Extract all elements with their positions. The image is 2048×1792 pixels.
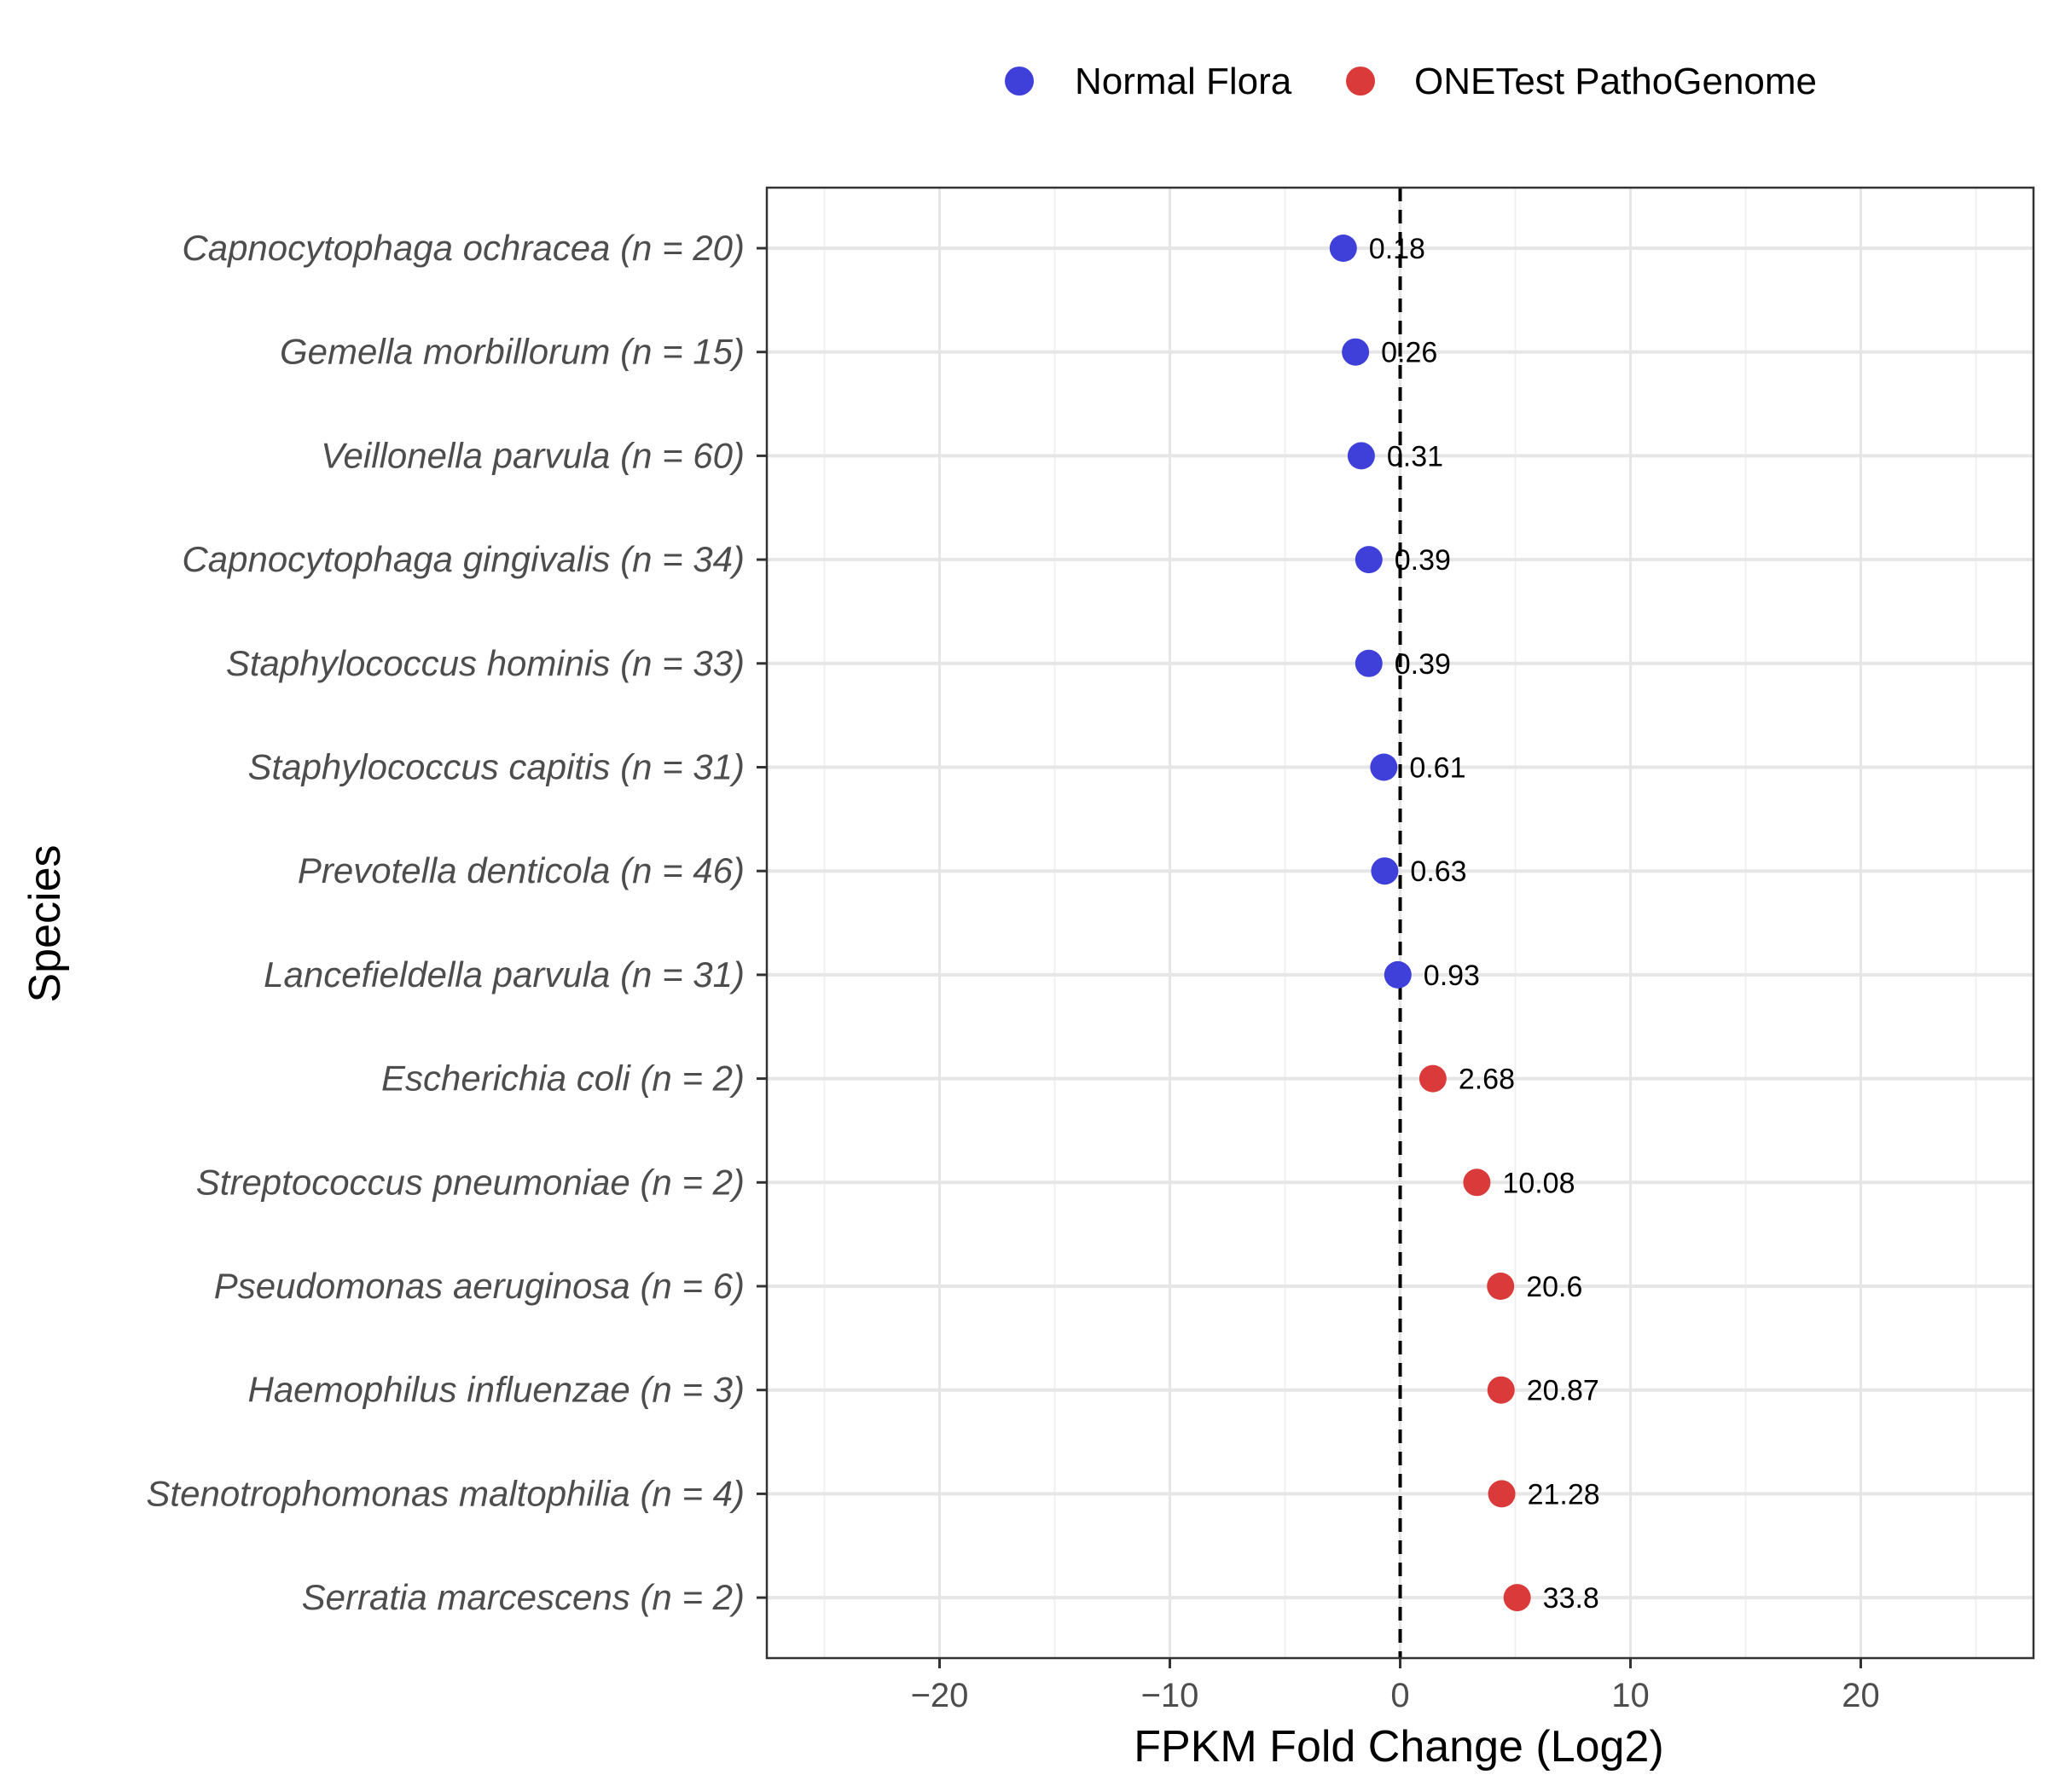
y-tick-label: Gemella morbillorum (n = 15) xyxy=(280,332,745,372)
y-tick-label: Serratia marcescens (n = 2) xyxy=(302,1577,745,1617)
data-point xyxy=(1355,546,1383,574)
data-point xyxy=(1347,442,1375,470)
data-label: 0.63 xyxy=(1410,855,1466,888)
legend-label-onetest-pathogenome: ONETest PathoGenome xyxy=(1414,61,1817,102)
legend-swatch-normal-flora xyxy=(1005,67,1034,96)
legend-label-normal-flora: Normal Flora xyxy=(1075,61,1292,102)
x-tick-label: 10 xyxy=(1611,1677,1650,1714)
y-tick-label: Prevotella denticola (n = 46) xyxy=(298,850,745,890)
data-label: 21.28 xyxy=(1528,1478,1600,1511)
y-axis: Capnocytophaga ochracea (n = 20) Gemella … xyxy=(146,228,767,1617)
y-tick-label: Pseudomonas aeruginosa (n = 6) xyxy=(214,1266,745,1306)
x-tick-label: 0 xyxy=(1390,1677,1409,1714)
data-point xyxy=(1329,235,1357,262)
data-points xyxy=(1329,235,1531,1612)
y-axis-title: Species xyxy=(20,845,70,1003)
data-label: 20.87 xyxy=(1527,1375,1599,1407)
data-label: 33.8 xyxy=(1543,1582,1599,1615)
y-tick-label: Staphylococcus hominis (n = 33) xyxy=(226,643,745,683)
legend: Normal Flora ONETest PathoGenome xyxy=(1005,61,1817,102)
y-tick-label: Lancefieldella parvula (n = 31) xyxy=(264,954,745,995)
data-point xyxy=(1384,960,1412,989)
data-point xyxy=(1503,1584,1531,1612)
y-tick-label: Escherichia coli (n = 2) xyxy=(381,1058,745,1099)
x-tick-label: −10 xyxy=(1141,1677,1199,1714)
data-point xyxy=(1487,1376,1515,1404)
data-label: 0.93 xyxy=(1424,960,1480,992)
data-label: 20.6 xyxy=(1526,1271,1582,1303)
data-point xyxy=(1488,1480,1516,1508)
x-axis: −20 −10 0 10 20 xyxy=(911,1658,1880,1714)
data-point xyxy=(1355,649,1383,677)
x-tick-label: −20 xyxy=(911,1677,969,1714)
x-axis-title: FPKM Fold Change (Log2) xyxy=(1134,1722,1663,1772)
x-tick-label: 20 xyxy=(1842,1677,1880,1714)
data-point xyxy=(1463,1169,1491,1197)
y-tick-label: Streptococcus pneumoniae (n = 2) xyxy=(196,1162,745,1202)
legend-swatch-onetest-pathogenome xyxy=(1346,67,1375,96)
data-label: 0.26 xyxy=(1381,337,1437,369)
data-label: 0.18 xyxy=(1369,233,1425,265)
data-label: 0.39 xyxy=(1395,648,1451,681)
y-tick-label: Staphylococcus capitis (n = 31) xyxy=(248,747,745,787)
data-point xyxy=(1487,1273,1515,1300)
data-label: 2.68 xyxy=(1459,1064,1515,1096)
data-labels: 0.18 0.26 0.31 0.39 0.39 0.61 0.63 0.93 2.68 10.0… xyxy=(1369,233,1600,1615)
data-label: 0.39 xyxy=(1395,544,1451,577)
data-label: 10.08 xyxy=(1502,1167,1575,1199)
data-point xyxy=(1370,753,1398,781)
y-tick-label: Capnocytophaga gingivalis (n = 34) xyxy=(182,539,745,579)
data-label: 0.61 xyxy=(1409,752,1465,785)
y-tick-label: Capnocytophaga ochracea (n = 20) xyxy=(182,228,745,268)
y-tick-label: Haemophilus influenzae (n = 3) xyxy=(247,1370,745,1410)
data-label: 0.31 xyxy=(1387,440,1443,473)
data-point xyxy=(1371,857,1399,885)
y-tick-label: Stenotrophomonas maltophilia (n = 4) xyxy=(146,1473,745,1513)
data-point xyxy=(1419,1064,1447,1093)
y-tick-label: Veillonella parvula (n = 60) xyxy=(321,435,745,475)
data-point xyxy=(1342,338,1370,366)
